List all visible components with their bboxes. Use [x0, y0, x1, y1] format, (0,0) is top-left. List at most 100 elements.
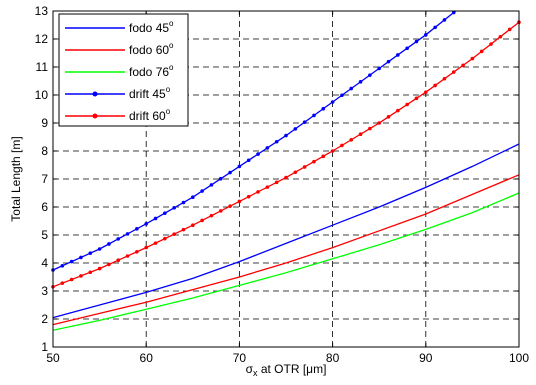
series-marker-4 [274, 180, 279, 185]
series-marker-4 [433, 83, 437, 88]
series-marker-3 [386, 59, 391, 64]
series-marker-4 [181, 227, 186, 232]
series-marker-4 [312, 159, 316, 164]
y-tick-label: 4 [41, 256, 48, 270]
series-marker-3 [433, 25, 437, 30]
series-marker-3 [330, 100, 335, 104]
series-line-1 [52, 174, 520, 326]
legend-entry-label: drift 60o [129, 107, 171, 123]
series-line-0 [52, 143, 520, 319]
series-marker-3 [321, 106, 326, 111]
series-marker-3 [358, 80, 363, 84]
series-line-2 [52, 192, 520, 331]
series-marker-4 [293, 170, 298, 175]
legend-entry-name: drift 45 [129, 87, 166, 101]
series-marker-4 [442, 76, 447, 81]
legend-entry-degree: o [169, 19, 174, 28]
series-marker-4 [330, 149, 335, 153]
legend-entry-name: fodo 76 [129, 65, 169, 79]
series-marker-4 [88, 270, 93, 275]
series-marker-4 [358, 132, 363, 136]
series-marker-4 [284, 175, 288, 180]
series-marker-4 [396, 108, 400, 113]
series-marker-4 [470, 56, 475, 61]
legend-swatch-marker [92, 113, 98, 119]
series-marker-3 [302, 120, 307, 124]
series-marker-3 [237, 164, 242, 169]
series-marker-4 [489, 42, 493, 46]
y-tick-label: 3 [41, 284, 48, 298]
legend-entry-name: drift 60 [129, 109, 166, 123]
series-marker-3 [228, 170, 232, 175]
series-marker-3 [349, 86, 354, 91]
series-marker-4 [265, 185, 270, 189]
series-marker-4 [256, 190, 260, 194]
y-tick-label: 1 [41, 340, 48, 354]
series-marker-4 [172, 232, 176, 236]
series-marker-3 [293, 127, 298, 131]
series-marker-4 [414, 96, 419, 101]
series-marker-4 [479, 49, 484, 54]
series-marker-4 [153, 241, 158, 245]
y-tick-label: 11 [36, 60, 49, 74]
series-marker-3 [153, 216, 158, 221]
legend-entry-name: fodo 60 [129, 43, 169, 57]
series-marker-4 [218, 209, 223, 213]
x-tick-label: 80 [326, 351, 340, 365]
x-axis-label: σx at OTR [μm] [246, 362, 327, 378]
y-tick-label: 7 [41, 172, 48, 186]
y-tick-label: 6 [41, 200, 48, 214]
legend-entry-label: fodo 45o [129, 19, 174, 35]
series-marker-3 [191, 195, 195, 199]
series-marker-4 [144, 245, 148, 250]
series-marker-3 [396, 53, 400, 57]
series-marker-3 [135, 227, 139, 231]
series-marker-3 [284, 133, 288, 138]
series-marker-3 [246, 158, 251, 163]
series-marker-3 [209, 183, 214, 187]
series-marker-3 [107, 242, 111, 246]
series-marker-4 [386, 115, 391, 119]
series-marker-3 [97, 247, 102, 251]
series-marker-3 [312, 113, 316, 118]
series-marker-3 [256, 152, 260, 156]
series-marker-4 [200, 218, 204, 223]
series-marker-4 [424, 90, 428, 94]
x-axis-label-subscript: x [253, 368, 258, 378]
series-marker-3 [218, 176, 223, 181]
series-marker-4 [498, 34, 503, 39]
series-marker-4 [135, 250, 139, 254]
series-marker-3 [451, 10, 456, 15]
series-marker-4 [163, 236, 167, 241]
series-layer [51, 10, 521, 331]
series-marker-3 [274, 139, 279, 144]
series-marker-4 [237, 199, 242, 204]
y-tick-label: 12 [35, 32, 49, 46]
y-axis-label: Total Length [m] [9, 136, 23, 221]
series-marker-4 [107, 262, 111, 267]
series-marker-3 [368, 73, 372, 77]
y-tick-label: 2 [41, 312, 48, 326]
series-marker-4 [321, 154, 326, 159]
series-marker-4 [461, 63, 465, 68]
y-tick-label: 9 [41, 116, 48, 130]
series-marker-4 [116, 258, 121, 263]
series-marker-3 [69, 259, 74, 264]
legend-entry-degree: o [169, 63, 174, 72]
x-tick-label: 90 [419, 351, 433, 365]
y-tick-label: 8 [41, 144, 48, 158]
series-marker-3 [181, 200, 186, 205]
y-tick-label: 13 [35, 4, 49, 18]
series-marker-3 [144, 222, 148, 226]
series-marker-4 [69, 277, 74, 282]
series-marker-3 [414, 39, 419, 44]
series-marker-4 [405, 102, 409, 107]
x-axis-label-symbol: σ [246, 362, 254, 376]
series-marker-4 [507, 27, 512, 32]
legend-entry-label: fodo 76o [129, 63, 174, 79]
series-marker-3 [340, 93, 344, 98]
series-marker-3 [405, 46, 409, 51]
